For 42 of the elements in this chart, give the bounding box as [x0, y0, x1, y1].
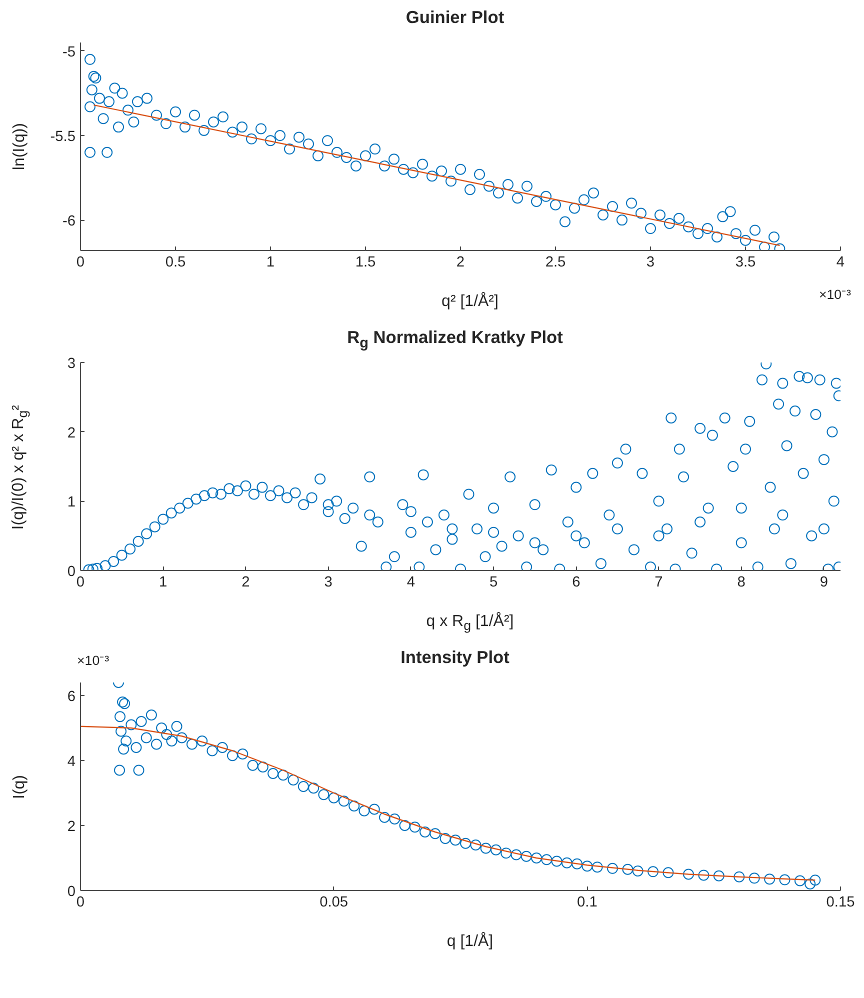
x-tick-label: 2 [456, 254, 465, 270]
y-axis-title: I(q) [10, 775, 29, 799]
x-tick-label: 2 [242, 574, 250, 590]
x-tick-label: 6 [572, 574, 580, 590]
y-tick-label: 1 [67, 494, 76, 511]
y-tick-label: -5.5 [50, 129, 76, 146]
x-tick-label: 0.15 [826, 894, 855, 910]
text: ×10⁻³ [818, 286, 851, 304]
x-tick-label: 4 [406, 574, 416, 590]
x-tick-label: 3.5 [735, 254, 756, 270]
text: ×10⁻³ [77, 652, 110, 670]
x-tick-label: 0.1 [576, 894, 598, 910]
line-series [80, 726, 816, 881]
x-tick-label: 7 [654, 574, 663, 590]
x-tick-label: 9 [820, 574, 828, 590]
x-tick-label: 2.5 [545, 254, 566, 270]
x-tick-label: 1 [159, 574, 168, 590]
y-tick-label: 3 [67, 356, 76, 372]
chart-title: Guinier Plot [404, 6, 506, 29]
x-tick-label: 0.5 [165, 254, 186, 270]
x-tick-label: 3 [324, 574, 332, 590]
y-tick-label: -5 [62, 44, 76, 60]
x-tick-label: 4 [836, 254, 845, 270]
y-axis-title: ln(I(q)) [10, 123, 29, 171]
y-tick-label: 0 [67, 884, 76, 900]
x-axis-title: q [1/Å] [446, 931, 494, 952]
chart-title: Intensity Plot [400, 647, 510, 667]
x-axis-title: q² [1/Å²] [442, 293, 498, 310]
x-tick-label: 3 [646, 254, 655, 270]
y-tick-label: 4 [67, 754, 76, 770]
y-tick-label: 6 [67, 689, 76, 705]
x-tick-label: 0.05 [320, 894, 348, 910]
x-axis-title: q x R$_{g}$ [1/Å²] [425, 611, 515, 636]
chart-title: R$_{g}$ Normalized Kratky Plot [346, 326, 564, 354]
y-tick-label: 0 [67, 564, 76, 580]
x-tick-label: 8 [737, 574, 746, 590]
x-tick-label: 1.5 [355, 254, 376, 270]
y-tick-label: 2 [67, 819, 76, 835]
y-tick-label: -6 [62, 214, 76, 230]
y-tick-label: 2 [67, 425, 76, 442]
x-tick-label: 1 [266, 254, 275, 270]
x-tick-label: 5 [489, 574, 498, 590]
